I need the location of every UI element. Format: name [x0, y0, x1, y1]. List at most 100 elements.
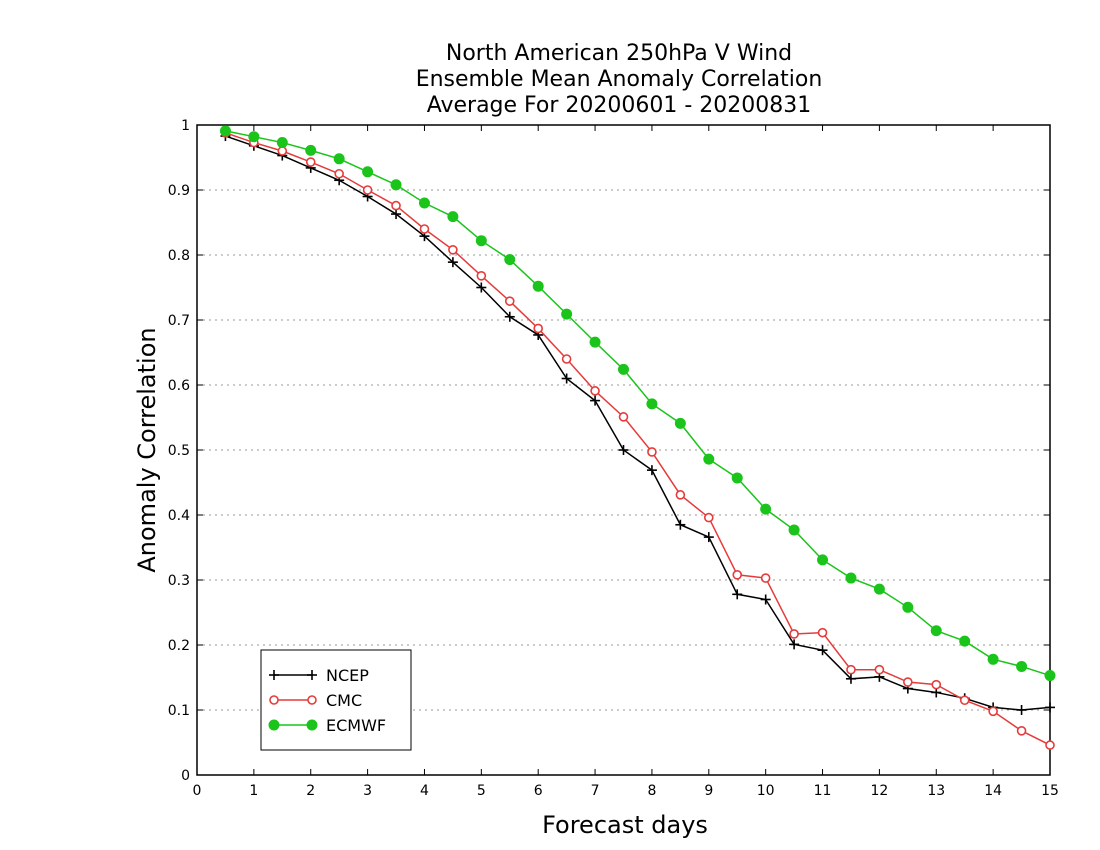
data-point-ncep	[1045, 702, 1055, 713]
data-point-ecmwf	[646, 398, 658, 410]
data-point-cmc	[561, 354, 572, 364]
x-tick-label: 7	[591, 783, 600, 799]
data-point-cmc	[277, 146, 288, 156]
data-point-ncep	[476, 282, 487, 293]
x-tick-label: 1	[249, 783, 258, 799]
data-point-ecmwf	[305, 144, 317, 156]
series-cmc	[220, 128, 1055, 750]
data-point-cmc	[931, 679, 942, 690]
x-tick-label: 12	[870, 783, 888, 799]
data-point-cmc	[903, 677, 913, 687]
y-tick-label: 0.1	[168, 703, 190, 719]
legend-label-cmc: CMC	[326, 691, 362, 710]
data-point-ncep	[789, 639, 800, 650]
data-point-cmc	[647, 447, 657, 457]
legend-marker-ecmwf	[306, 719, 318, 731]
data-point-cmc	[334, 168, 344, 179]
data-point-ecmwf	[788, 524, 800, 536]
data-point-ecmwf	[703, 453, 715, 465]
y-tick-label: 0.6	[168, 378, 190, 394]
data-point-ecmwf	[362, 166, 374, 178]
y-tick-label: 0.5	[168, 443, 190, 459]
data-point-cmc	[618, 412, 629, 422]
data-point-ecmwf	[276, 137, 288, 149]
legend-marker-ecmwf	[268, 719, 280, 731]
legend-marker-ncep	[307, 670, 317, 680]
data-point-ncep	[561, 373, 572, 384]
title-line-1: North American 250hPa V Wind	[446, 41, 792, 66]
data-point-ncep	[845, 673, 856, 684]
x-tick-label: 13	[927, 783, 945, 799]
x-tick-label: 15	[1041, 783, 1059, 799]
data-point-ecmwf	[504, 254, 516, 266]
data-point-ecmwf	[219, 125, 231, 137]
data-point-cmc	[533, 323, 544, 334]
x-tick-label: 3	[363, 783, 372, 799]
y-tick-label: 0.3	[168, 573, 190, 589]
data-point-cmc	[959, 695, 970, 706]
y-tick-label: 0.7	[168, 313, 190, 329]
data-point-ecmwf	[902, 601, 914, 613]
y-axis-title: Anomaly Correlation	[133, 327, 161, 572]
data-point-cmc	[817, 627, 828, 638]
legend-label-ncep: NCEP	[326, 666, 369, 685]
data-point-ecmwf	[817, 554, 829, 566]
data-point-ncep	[590, 395, 601, 406]
x-tick-label: 14	[984, 783, 1002, 799]
data-point-ecmwf	[475, 235, 487, 247]
data-point-cmc	[419, 224, 430, 234]
x-tick-label: 4	[420, 783, 429, 799]
data-point-cmc	[391, 200, 401, 211]
y-tick-label: 0.8	[168, 248, 190, 264]
legend-entry-cmc: CMC	[269, 691, 362, 710]
data-point-ecmwf	[618, 363, 629, 375]
data-point-ecmwf	[532, 280, 544, 292]
data-point-ecmwf	[333, 153, 345, 165]
legend: NCEP CMC ECMWF	[260, 649, 412, 751]
data-point-ecmwf	[1016, 660, 1028, 672]
data-point-cmc	[476, 270, 487, 281]
data-point-ecmwf	[845, 572, 857, 584]
data-point-ecmwf	[248, 131, 260, 143]
legend-label-ecmwf: ECMWF	[326, 716, 386, 735]
series-ecmwf	[219, 125, 1056, 682]
data-point-cmc	[760, 573, 771, 583]
data-point-cmc	[362, 185, 373, 195]
data-point-ncep	[447, 257, 458, 268]
chart-title: North American 250hPa V Wind Ensemble Me…	[416, 41, 823, 118]
data-point-cmc	[703, 512, 714, 523]
x-tick-label: 2	[306, 783, 315, 799]
legend-marker-ncep	[269, 670, 279, 680]
data-point-ncep	[675, 519, 686, 530]
data-point-ecmwf	[987, 653, 999, 665]
title-line-3: Average For 20200601 - 20200831	[427, 93, 812, 118]
y-tick-label: 0	[181, 768, 190, 784]
data-point-ecmwf	[1044, 670, 1056, 682]
data-point-ncep	[760, 594, 771, 605]
data-point-ncep	[391, 209, 402, 220]
title-line-2: Ensemble Mean Anomaly Correlation	[416, 67, 823, 92]
data-point-ecmwf	[390, 179, 402, 191]
series-line-ncep	[225, 135, 1051, 711]
data-point-ecmwf	[418, 197, 430, 209]
data-point-ncep	[618, 445, 629, 455]
data-point-cmc	[789, 629, 799, 639]
data-point-ncep	[504, 311, 515, 322]
x-tick-label: 5	[477, 783, 486, 799]
series-layer	[219, 125, 1056, 750]
data-point-ecmwf	[930, 625, 942, 637]
data-point-ecmwf	[760, 503, 772, 515]
data-point-ecmwf	[561, 308, 573, 320]
data-point-cmc	[988, 706, 998, 717]
x-tick-label: 10	[757, 783, 775, 799]
data-point-cmc	[590, 386, 600, 396]
data-point-ncep	[732, 589, 743, 600]
x-axis-title: Forecast days	[542, 811, 708, 839]
y-tick-label: 0.4	[168, 508, 190, 524]
data-point-ncep	[646, 465, 657, 476]
data-point-cmc	[732, 569, 743, 580]
x-tick-label: 11	[814, 783, 832, 799]
x-tick-label: 9	[704, 783, 713, 799]
data-point-ecmwf	[959, 635, 971, 647]
